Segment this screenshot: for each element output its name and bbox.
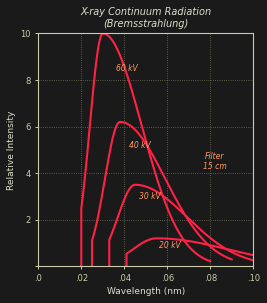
Text: 60 kV: 60 kV — [116, 64, 138, 73]
Y-axis label: Relative Intensity: Relative Intensity — [7, 110, 16, 190]
Text: Filter
15 cm: Filter 15 cm — [203, 152, 227, 171]
Text: 20 kV: 20 kV — [159, 241, 180, 250]
Text: 30 kV: 30 kV — [139, 192, 161, 201]
X-axis label: Wavelength (nm): Wavelength (nm) — [107, 287, 185, 296]
Title: X-ray Continuum Radiation
(Bremsstrahlung): X-ray Continuum Radiation (Bremsstrahlun… — [80, 7, 211, 28]
Text: 40 kV: 40 kV — [129, 141, 150, 150]
